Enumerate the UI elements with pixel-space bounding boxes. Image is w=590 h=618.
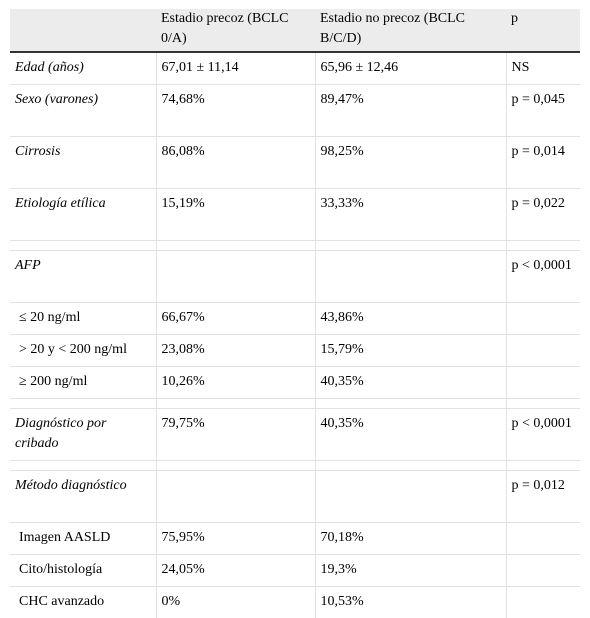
early-value xyxy=(156,471,315,523)
non-early-value: 19,3% xyxy=(315,555,506,587)
non-early-value: 40,35% xyxy=(315,409,506,461)
p-value: p = 0,045 xyxy=(506,85,580,137)
early-value: 23,08% xyxy=(156,335,315,367)
table-row: ≤ 20 ng/ml 66,67% 43,86% xyxy=(10,303,580,335)
non-early-value: 33,33% xyxy=(315,189,506,241)
p-value: p < 0,0001 xyxy=(506,251,580,303)
early-value xyxy=(156,251,315,303)
header-row: Estadio precoz (BCLC 0/A) Estadio no pre… xyxy=(10,9,580,52)
row-label: Método diagnóstico xyxy=(10,471,156,523)
row-label: ≤ 20 ng/ml xyxy=(10,303,156,335)
p-value: p < 0,0001 xyxy=(506,409,580,461)
p-value: NS xyxy=(506,52,580,85)
row-label: Cito/histología xyxy=(10,555,156,587)
early-value: 0% xyxy=(156,587,315,618)
early-value: 10,26% xyxy=(156,367,315,399)
p-value xyxy=(506,587,580,618)
p-value: p = 0,022 xyxy=(506,189,580,241)
table-row: Etiología etílica 15,19% 33,33% p = 0,02… xyxy=(10,189,580,241)
row-label: Imagen AASLD xyxy=(10,523,156,555)
comparison-table: Estadio precoz (BCLC 0/A) Estadio no pre… xyxy=(10,9,580,618)
spacer-row xyxy=(10,461,580,471)
non-early-value: 98,25% xyxy=(315,137,506,189)
early-value: 74,68% xyxy=(156,85,315,137)
table-row: Edad (años) 67,01 ± 11,14 65,96 ± 12,46 … xyxy=(10,52,580,85)
spacer-row xyxy=(10,241,580,251)
early-value: 67,01 ± 11,14 xyxy=(156,52,315,85)
spacer-row xyxy=(10,399,580,409)
table-row: AFP p < 0,0001 xyxy=(10,251,580,303)
row-label: CHC avanzado xyxy=(10,587,156,618)
non-early-value: 40,35% xyxy=(315,367,506,399)
early-value: 66,67% xyxy=(156,303,315,335)
non-early-value: 65,96 ± 12,46 xyxy=(315,52,506,85)
non-early-value: 43,86% xyxy=(315,303,506,335)
row-label: Sexo (varones) xyxy=(10,85,156,137)
p-value xyxy=(506,335,580,367)
table-row: Diagnóstico por cribado 79,75% 40,35% p … xyxy=(10,409,580,461)
non-early-value: 70,18% xyxy=(315,523,506,555)
early-value: 15,19% xyxy=(156,189,315,241)
table-row: ≥ 200 ng/ml 10,26% 40,35% xyxy=(10,367,580,399)
row-label: Etiología etílica xyxy=(10,189,156,241)
early-value: 75,95% xyxy=(156,523,315,555)
non-early-value xyxy=(315,251,506,303)
early-value: 24,05% xyxy=(156,555,315,587)
header-non-early-stage: Estadio no precoz (BCLC B/C/D) xyxy=(315,9,506,52)
row-label: AFP xyxy=(10,251,156,303)
p-value: p = 0,014 xyxy=(506,137,580,189)
non-early-value: 89,47% xyxy=(315,85,506,137)
p-value: p = 0,012 xyxy=(506,471,580,523)
p-value xyxy=(506,523,580,555)
table-row: > 20 y < 200 ng/ml 23,08% 15,79% xyxy=(10,335,580,367)
row-label: ≥ 200 ng/ml xyxy=(10,367,156,399)
row-label: Edad (años) xyxy=(10,52,156,85)
table-row: Cirrosis 86,08% 98,25% p = 0,014 xyxy=(10,137,580,189)
p-value xyxy=(506,367,580,399)
p-value xyxy=(506,303,580,335)
table-row: CHC avanzado 0% 10,53% xyxy=(10,587,580,618)
header-early-stage: Estadio precoz (BCLC 0/A) xyxy=(156,9,315,52)
row-label: Diagnóstico por cribado xyxy=(10,409,156,461)
early-value: 79,75% xyxy=(156,409,315,461)
header-p-value: p xyxy=(506,9,580,52)
early-value: 86,08% xyxy=(156,137,315,189)
non-early-value: 15,79% xyxy=(315,335,506,367)
table-body: Edad (años) 67,01 ± 11,14 65,96 ± 12,46 … xyxy=(10,52,580,618)
table-row: Cito/histología 24,05% 19,3% xyxy=(10,555,580,587)
table-row: Sexo (varones) 74,68% 89,47% p = 0,045 xyxy=(10,85,580,137)
table-row: Imagen AASLD 75,95% 70,18% xyxy=(10,523,580,555)
header-empty-cell xyxy=(10,9,156,52)
row-label: > 20 y < 200 ng/ml xyxy=(10,335,156,367)
non-early-value: 10,53% xyxy=(315,587,506,618)
table-header: Estadio precoz (BCLC 0/A) Estadio no pre… xyxy=(10,9,580,52)
p-value xyxy=(506,555,580,587)
table-row: Método diagnóstico p = 0,012 xyxy=(10,471,580,523)
non-early-value xyxy=(315,471,506,523)
row-label: Cirrosis xyxy=(10,137,156,189)
